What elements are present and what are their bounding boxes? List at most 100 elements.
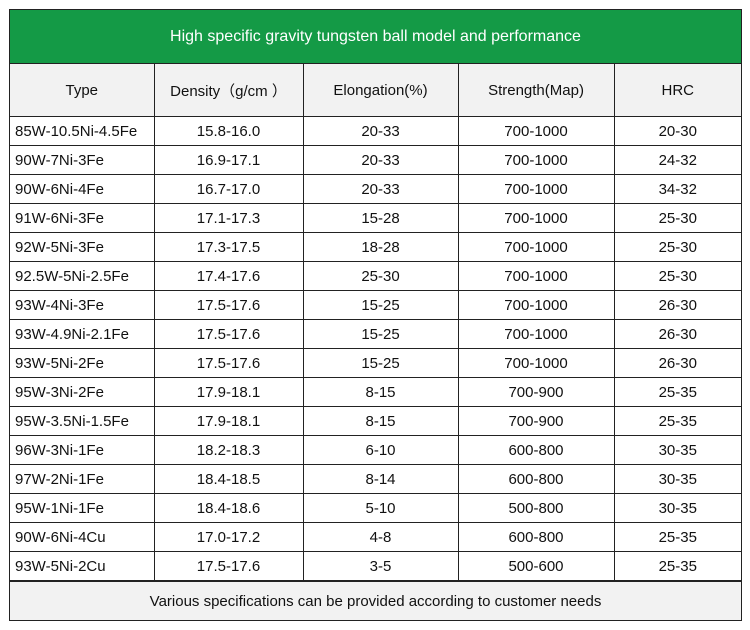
column-header-strength: Strength(Map) [457, 64, 615, 117]
cell-hrc: 24-32 [613, 145, 741, 175]
cell-strength: 700-1000 [457, 348, 615, 378]
footer-note: Various specifications can be provided a… [10, 581, 741, 620]
cell-hrc: 25-30 [613, 232, 741, 262]
table-row: 97W-2Ni-1Fe 18.4-18.5 8-14 600-800 30-35 [10, 464, 741, 494]
cell-density: 17.5-17.6 [153, 319, 304, 349]
table-row: 85W-10.5Ni-4.5Fe 15.8-16.0 20-33 700-1000 20… [10, 116, 741, 146]
cell-hrc: 30-35 [613, 435, 741, 465]
header-row: Type Density（g/cm ） Elongation(%) Streng… [10, 64, 741, 117]
table-row: 95W-3Ni-2Fe 17.9-18.1 8-15 700-900 25-35 [10, 377, 741, 407]
cell-elongation: 5-10 [302, 493, 459, 523]
table-row: 95W-3.5Ni-1.5Fe 17.9-18.1 8-15 700-900 25-35 [10, 406, 741, 436]
cell-type: 90W-6Ni-4Fe [10, 174, 155, 204]
cell-density: 17.9-18.1 [153, 377, 304, 407]
table-row: 90W-6Ni-4Fe 16.7-17.0 20-33 700-1000 34-32 [10, 174, 741, 204]
cell-density: 17.5-17.6 [153, 348, 304, 378]
cell-elongation: 15-25 [302, 290, 459, 320]
cell-type: 93W-4Ni-3Fe [10, 290, 155, 320]
cell-elongation: 3-5 [302, 551, 459, 581]
cell-density: 17.5-17.6 [153, 290, 304, 320]
table-row: 93W-5Ni-2Fe 17.5-17.6 15-25 700-1000 26-30 [10, 348, 741, 378]
cell-hrc: 30-35 [613, 493, 741, 523]
cell-type: 93W-5Ni-2Cu [10, 551, 155, 581]
cell-strength: 700-1000 [457, 319, 615, 349]
cell-strength: 700-1000 [457, 145, 615, 175]
cell-strength: 700-1000 [457, 174, 615, 204]
table-row: 90W-6Ni-4Cu 17.0-17.2 4-8 600-800 25-35 [10, 522, 741, 552]
cell-density: 16.9-17.1 [153, 145, 304, 175]
cell-density: 17.5-17.6 [153, 551, 304, 581]
cell-hrc: 26-30 [613, 348, 741, 378]
cell-elongation: 18-28 [302, 232, 459, 262]
cell-strength: 700-1000 [457, 232, 615, 262]
cell-strength: 600-800 [457, 522, 615, 552]
cell-density: 18.4-18.6 [153, 493, 304, 523]
cell-strength: 600-800 [457, 464, 615, 494]
cell-type: 95W-3.5Ni-1.5Fe [10, 406, 155, 436]
cell-strength: 700-1000 [457, 116, 615, 146]
cell-type: 90W-6Ni-4Cu [10, 522, 155, 552]
cell-type: 93W-5Ni-2Fe [10, 348, 155, 378]
cell-density: 17.1-17.3 [153, 203, 304, 233]
cell-type: 85W-10.5Ni-4.5Fe [10, 116, 155, 146]
cell-hrc: 26-30 [613, 319, 741, 349]
cell-elongation: 20-33 [302, 174, 459, 204]
spec-sheet: High specific gravity tungsten ball mode… [9, 9, 742, 621]
cell-type: 95W-1Ni-1Fe [10, 493, 155, 523]
cell-elongation: 15-28 [302, 203, 459, 233]
column-header-density: Density（g/cm ） [153, 64, 304, 117]
cell-hrc: 25-35 [613, 377, 741, 407]
table-row: 90W-7Ni-3Fe 16.9-17.1 20-33 700-1000 24-32 [10, 145, 741, 175]
spec-table: Type Density（g/cm ） Elongation(%) Streng… [10, 64, 741, 581]
cell-strength: 700-1000 [457, 203, 615, 233]
cell-type: 96W-3Ni-1Fe [10, 435, 155, 465]
table-body: 85W-10.5Ni-4.5Fe 15.8-16.0 20-33 700-1000 20… [10, 116, 741, 581]
table-row: 93W-4Ni-3Fe 17.5-17.6 15-25 700-1000 26-30 [10, 290, 741, 320]
table-row: 93W-5Ni-2Cu 17.5-17.6 3-5 500-600 25-35 [10, 551, 741, 581]
cell-hrc: 20-30 [613, 116, 741, 146]
table-title: High specific gravity tungsten ball mode… [10, 10, 741, 64]
cell-elongation: 4-8 [302, 522, 459, 552]
table-row: 92.5W-5Ni-2.5Fe 17.4-17.6 25-30 700-1000 25-… [10, 261, 741, 291]
column-header-elongation: Elongation(%) [302, 64, 459, 117]
table-row: 93W-4.9Ni-2.1Fe 17.5-17.6 15-25 700-1000 26-… [10, 319, 741, 349]
cell-hrc: 26-30 [613, 290, 741, 320]
cell-type: 95W-3Ni-2Fe [10, 377, 155, 407]
cell-type: 91W-6Ni-3Fe [10, 203, 155, 233]
cell-strength: 700-1000 [457, 261, 615, 291]
table-row: 95W-1Ni-1Fe 18.4-18.6 5-10 500-800 30-35 [10, 493, 741, 523]
cell-density: 16.7-17.0 [153, 174, 304, 204]
cell-type: 90W-7Ni-3Fe [10, 145, 155, 175]
cell-type: 97W-2Ni-1Fe [10, 464, 155, 494]
column-header-type: Type [10, 64, 155, 117]
cell-density: 17.3-17.5 [153, 232, 304, 262]
cell-type: 92W-5Ni-3Fe [10, 232, 155, 262]
cell-density: 18.2-18.3 [153, 435, 304, 465]
table-row: 96W-3Ni-1Fe 18.2-18.3 6-10 600-800 30-35 [10, 435, 741, 465]
cell-elongation: 8-15 [302, 406, 459, 436]
cell-hrc: 34-32 [613, 174, 741, 204]
cell-type: 93W-4.9Ni-2.1Fe [10, 319, 155, 349]
column-header-hrc: HRC [613, 64, 741, 117]
cell-elongation: 6-10 [302, 435, 459, 465]
cell-strength: 700-1000 [457, 290, 615, 320]
cell-strength: 500-600 [457, 551, 615, 581]
cell-hrc: 30-35 [613, 464, 741, 494]
cell-density: 17.0-17.2 [153, 522, 304, 552]
cell-elongation: 8-14 [302, 464, 459, 494]
cell-type: 92.5W-5Ni-2.5Fe [10, 261, 155, 291]
cell-elongation: 15-25 [302, 348, 459, 378]
cell-hrc: 25-30 [613, 261, 741, 291]
cell-density: 17.4-17.6 [153, 261, 304, 291]
cell-hrc: 25-35 [613, 406, 741, 436]
cell-strength: 700-900 [457, 377, 615, 407]
cell-elongation: 20-33 [302, 116, 459, 146]
cell-strength: 500-800 [457, 493, 615, 523]
cell-elongation: 15-25 [302, 319, 459, 349]
table-row: 91W-6Ni-3Fe 17.1-17.3 15-28 700-1000 25-30 [10, 203, 741, 233]
cell-strength: 700-900 [457, 406, 615, 436]
cell-density: 17.9-18.1 [153, 406, 304, 436]
cell-density: 15.8-16.0 [153, 116, 304, 146]
cell-hrc: 25-35 [613, 522, 741, 552]
cell-elongation: 8-15 [302, 377, 459, 407]
